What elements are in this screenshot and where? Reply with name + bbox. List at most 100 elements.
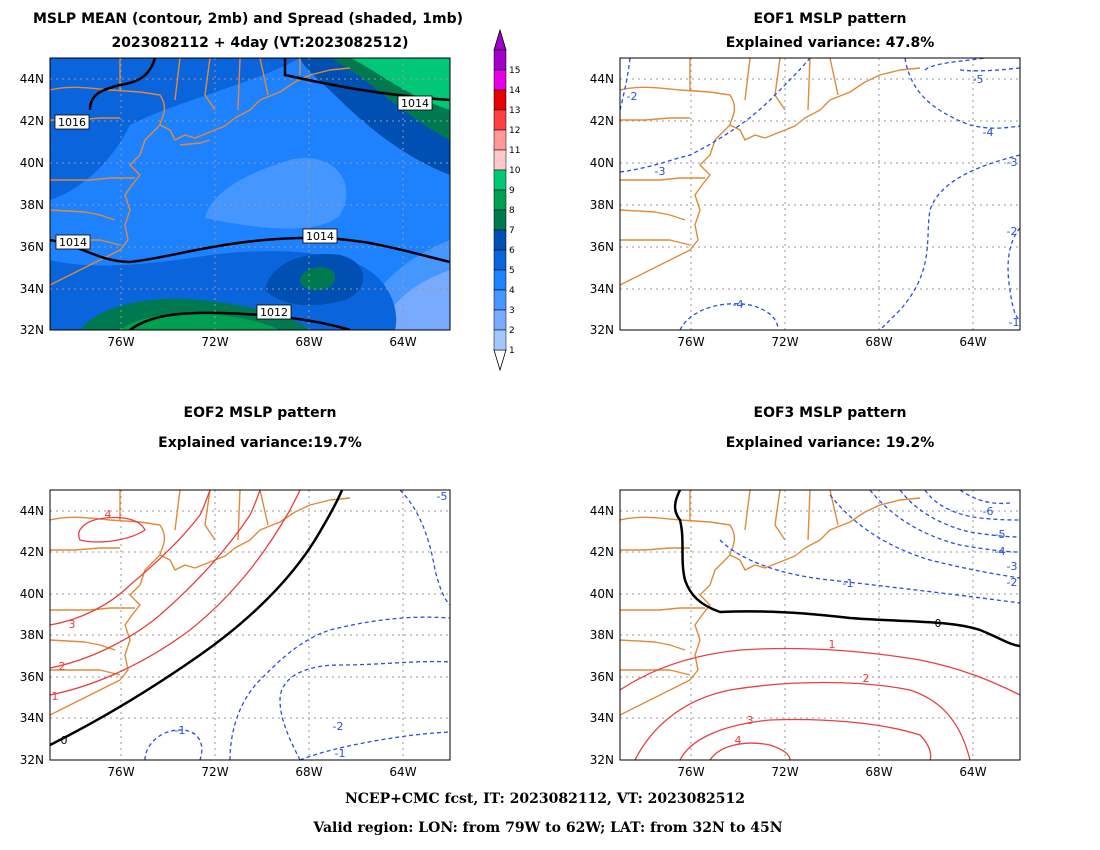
coastline — [50, 490, 351, 716]
lon-tick: 76W — [677, 335, 704, 349]
colorbar-label: 5 — [509, 266, 515, 276]
lon-tick: 68W — [865, 765, 892, 779]
lat-tick: 38N — [590, 198, 614, 212]
colorbar-bottom-arrow — [493, 349, 507, 372]
panel1-title-line2: 2023082112 + 4day (VT:2023082512) — [111, 35, 408, 51]
panel3-title-line1: EOF2 MSLP pattern — [184, 405, 337, 421]
lon-tick: 76W — [677, 765, 704, 779]
contour-label: 2 — [863, 672, 870, 685]
lon-tick: 64W — [959, 765, 986, 779]
panel3-frame — [49, 489, 451, 761]
colorbar-segment — [493, 109, 507, 131]
contour-label: 0 — [61, 734, 68, 747]
lat-tick: 34N — [590, 711, 614, 725]
lat-tick: 42N — [590, 545, 614, 559]
contour-label: -3 — [655, 165, 666, 178]
lat-tick: 34N — [20, 711, 44, 725]
panel-mslp-mean: 1014 1016 1014 1014 1012 76W 72W 68W 64W… — [20, 57, 451, 349]
contour-label: -1 — [175, 724, 186, 737]
colorbar-segment — [493, 289, 507, 311]
lat-tick: 38N — [20, 198, 44, 212]
lat-tick: 40N — [590, 587, 614, 601]
lon-tick: 76W — [107, 765, 134, 779]
colorbar-segment — [493, 49, 507, 71]
contour-label-box — [54, 114, 90, 130]
colorbar-label: 8 — [509, 206, 515, 216]
contour-label: 2 — [59, 660, 66, 673]
eof3-contours — [620, 490, 1020, 760]
contour-label: -4 — [733, 298, 744, 311]
lat-tick: 32N — [590, 323, 614, 337]
colorbar-label: 2 — [509, 326, 515, 336]
map-grid — [50, 58, 450, 330]
colorbar-label: 1 — [509, 346, 515, 356]
lat-tick: 44N — [20, 504, 44, 518]
contour-label: -4 — [983, 126, 994, 139]
panel4-title-line2: Explained variance: 19.2% — [726, 435, 935, 451]
lon-tick: 72W — [201, 335, 228, 349]
contour-label: 1 — [829, 638, 836, 651]
lon-tick: 68W — [865, 335, 892, 349]
contour-label-box — [302, 228, 338, 244]
lon-tick: 64W — [959, 335, 986, 349]
contour-label-1014-mid: 1014 — [306, 230, 334, 243]
lon-tick: 72W — [201, 765, 228, 779]
colorbar-label: 12 — [509, 126, 520, 136]
colorbar-label: 9 — [509, 186, 515, 196]
lat-tick: 36N — [20, 670, 44, 684]
lon-tick: 68W — [295, 765, 322, 779]
coastline — [50, 58, 351, 286]
contour-label: 4 — [105, 508, 112, 521]
lat-tick: 38N — [590, 628, 614, 642]
contour-label: 1 — [52, 690, 59, 703]
lat-tick: 40N — [590, 156, 614, 170]
map-grid — [50, 490, 450, 760]
colorbar: 15 14 13 12 11 10 9 8 7 6 5 4 3 2 1 — [493, 28, 521, 372]
lon-tick: 64W — [389, 335, 416, 349]
lat-tick: 34N — [20, 282, 44, 296]
contour-label-1014-left: 1014 — [59, 236, 87, 249]
colorbar-segment — [493, 229, 507, 251]
colorbar-label: 3 — [509, 306, 515, 316]
lat-tick: 44N — [590, 504, 614, 518]
panel4-title-line1: EOF3 MSLP pattern — [754, 405, 907, 421]
panel2-axis-labels: 76W 72W 68W 64W 44N 42N 40N 38N 36N 34N … — [590, 72, 987, 349]
colorbar-label: 6 — [509, 246, 515, 256]
footer-forecast-info: NCEP+CMC fcst, IT: 2023082112, VT: 20230… — [345, 791, 745, 807]
lon-tick: 68W — [295, 335, 322, 349]
panel2-title-line1: EOF1 MSLP pattern — [754, 11, 907, 27]
lat-tick: 32N — [590, 753, 614, 767]
colorbar-label: 7 — [509, 226, 515, 236]
colorbar-segment — [493, 309, 507, 331]
lat-tick: 42N — [20, 114, 44, 128]
panel-eof3: 0 -1 -2 -3 -4 -5 -6 1 2 3 4 76W 72W 68W … — [590, 489, 1021, 779]
contour-label-box — [256, 304, 292, 320]
lat-tick: 42N — [20, 545, 44, 559]
contour-label: -5 — [995, 528, 1006, 541]
contour-label-1014-top: 1014 — [401, 97, 429, 110]
lat-tick: 36N — [20, 240, 44, 254]
lon-tick: 72W — [771, 335, 798, 349]
colorbar-label: 10 — [509, 166, 521, 176]
panel1-title-line1: MSLP MEAN (contour, 2mb) and Spread (sha… — [33, 11, 463, 27]
contour-label: -5 — [973, 73, 984, 86]
colorbar-segment — [493, 189, 507, 211]
contour-label: -2 — [1007, 576, 1018, 589]
eof2-contours — [50, 490, 450, 760]
colorbar-label: 15 — [509, 66, 520, 76]
lat-tick: 40N — [20, 156, 44, 170]
contour-label: -2 — [627, 90, 638, 103]
colorbar-label: 11 — [509, 146, 520, 156]
panel3-axis-labels: 76W 72W 68W 64W 44N 42N 40N 38N 36N 34N … — [20, 504, 417, 779]
panel3-title-line2: Explained variance:19.7% — [158, 435, 362, 451]
contour-label: -3 — [1007, 560, 1018, 573]
panel1-axis-labels: 76W 72W 68W 64W 44N 42N 40N 38N 36N 34N … — [20, 72, 417, 349]
contour-label: 4 — [735, 734, 742, 747]
contour-label: 3 — [69, 618, 76, 631]
colorbar-segment — [493, 129, 507, 151]
panel4-frame — [619, 489, 1021, 761]
map-grid — [620, 58, 1020, 330]
contour-label: -1 — [335, 747, 346, 760]
contour-label: -2 — [333, 720, 344, 733]
panel2-frame — [619, 57, 1021, 331]
